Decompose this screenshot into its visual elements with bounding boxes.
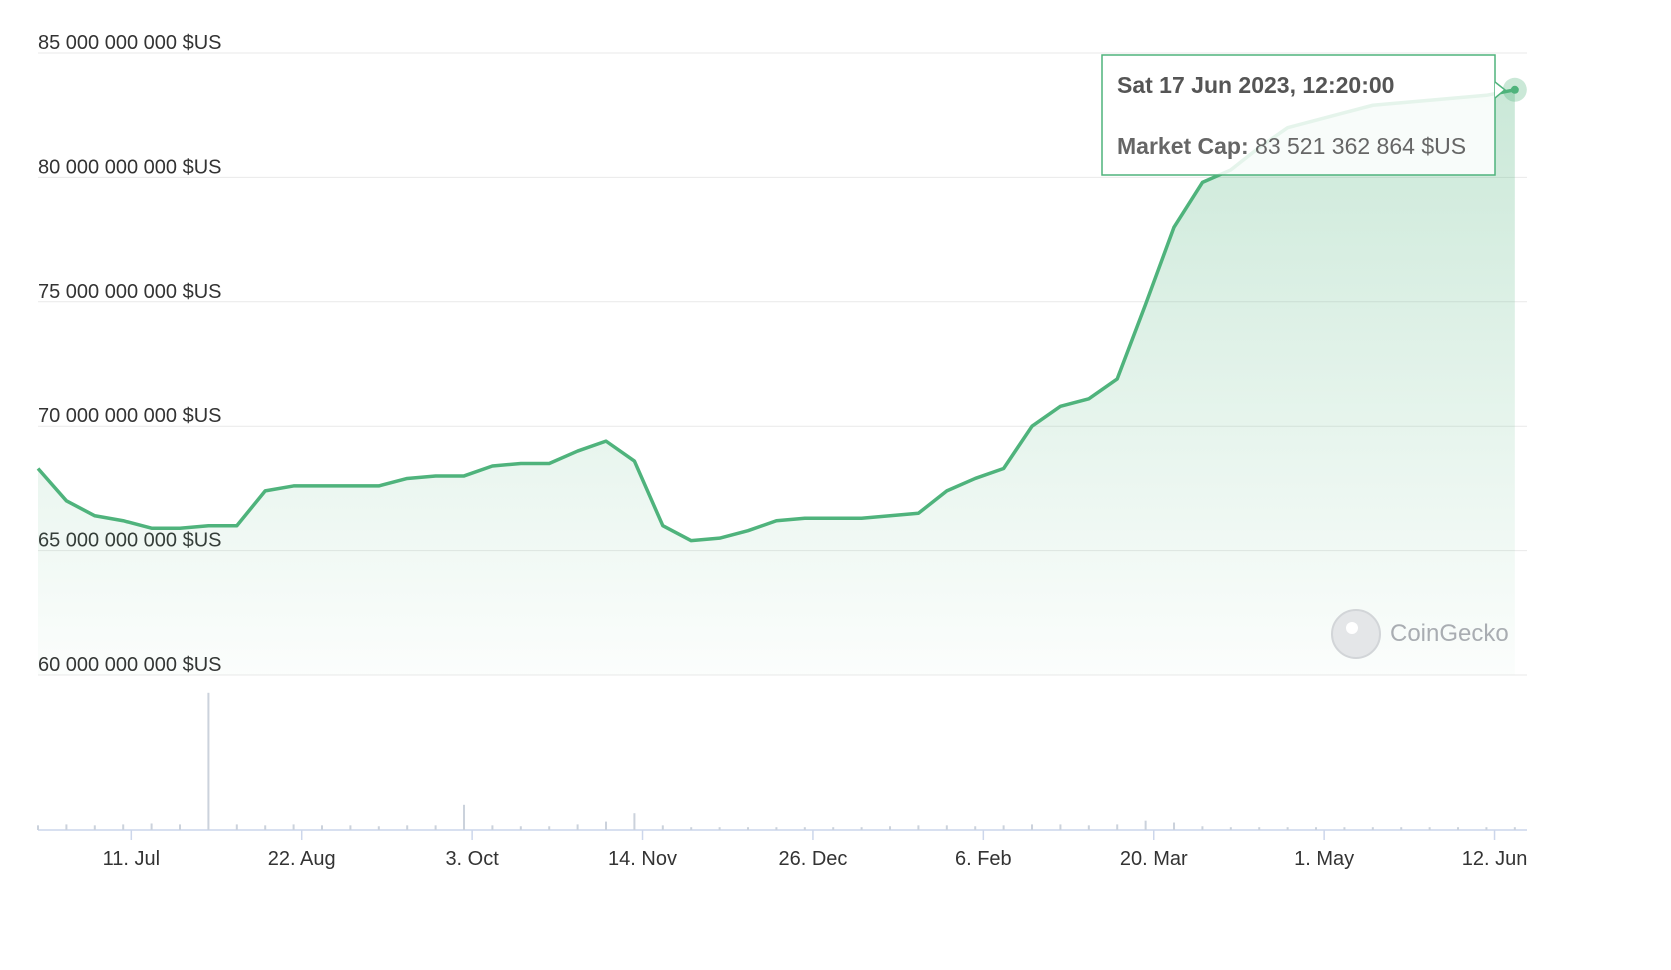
volume-bar [93,825,96,830]
volume-bar [803,827,806,830]
y-tick-label: 80 000 000 000 $US [38,156,222,178]
volume-bar [1201,826,1204,830]
x-tick-label: 11. Jul [103,848,160,870]
volume-bar [1116,824,1119,830]
volume-bar [661,825,664,830]
volume-bar [65,824,68,830]
volume-bar [1229,827,1232,830]
x-tick-label: 14. Nov [608,848,677,870]
volume-bar [179,824,182,830]
plot [36,77,1527,830]
tooltip-box [1101,54,1496,176]
volume-bar [463,804,466,830]
x-tick-label: 12. Jun [1462,848,1528,870]
tooltip-date: Sat 17 Jun 2023, 12:20:00 [1117,72,1394,98]
x-tick-label: 3. Oct [445,848,499,870]
volume-bar [150,823,153,830]
volume-bar [1343,827,1346,830]
watermark-logo-eye [1346,622,1358,634]
tooltip: Sat 17 Jun 2023, 12:20:00 Market Cap: 83… [1101,54,1507,176]
x-tick-label: 20. Mar [1120,848,1188,870]
volume-bar [122,824,125,830]
y-tick-label: 75 000 000 000 $US [38,281,222,303]
volume-bar [605,821,608,830]
x-tick-label: 1. May [1294,848,1354,870]
x-tick-label: 22. Aug [268,848,336,870]
volume-bar [974,826,977,830]
volume-bar [690,827,693,830]
y-tick-label: 70 000 000 000 $US [38,405,222,427]
watermark: CoinGecko [1331,609,1509,659]
volume-bar [718,827,721,830]
x-tick-label: 26. Dec [778,848,847,870]
volume-bar [1002,825,1005,830]
volume-bar [434,825,437,830]
volume-bar [264,825,267,830]
volume-bar [321,825,324,830]
area [38,89,1515,675]
volume-bar [207,692,210,830]
tooltip-value: 83 521 362 864 $US [1255,133,1466,159]
volume-bar [832,827,835,830]
y-tick-label: 85 000 000 000 $US [38,32,222,54]
volume-bar [1400,827,1403,830]
hover-point [1510,85,1519,94]
tooltip-pointer [1494,81,1507,99]
volume-bar [633,813,636,830]
volume-bar [1315,827,1318,830]
volume-bar [377,826,380,830]
volume-bar [1258,827,1261,830]
volume-bar [1173,822,1176,830]
watermark-logo [1331,609,1381,659]
volume-bar [1031,824,1034,830]
volume-bar [1457,827,1460,830]
volume-bar [1144,820,1147,830]
volume-bar [491,825,494,830]
volume-bar [775,827,778,830]
volume-bar [1087,825,1090,830]
volume-bar [945,825,948,830]
volume-bar [1428,827,1431,830]
volume-bar [548,826,551,830]
volume-bar [576,824,579,830]
volume-bar [917,825,920,830]
volume-bar [1371,827,1374,830]
volume-bar [292,824,295,830]
tooltip-label: Market Cap: [1117,133,1249,159]
volume-bar [1485,827,1488,830]
volume-bar [1513,827,1516,830]
volume-bar [747,827,750,830]
volume-bar [519,826,522,830]
x-tick-label: 6. Feb [955,848,1012,870]
volume-bar [1059,824,1062,830]
watermark-text: CoinGecko [1390,620,1509,647]
volume-bar [37,825,39,830]
tooltip-row: Market Cap: 83 521 362 864 $US [1117,133,1466,159]
volume-bar [349,825,352,830]
volume-bar [406,825,409,830]
volume-bar [235,824,238,830]
volume-bar [860,827,863,830]
volume-bar [889,826,892,830]
volume-bar [1286,827,1289,830]
